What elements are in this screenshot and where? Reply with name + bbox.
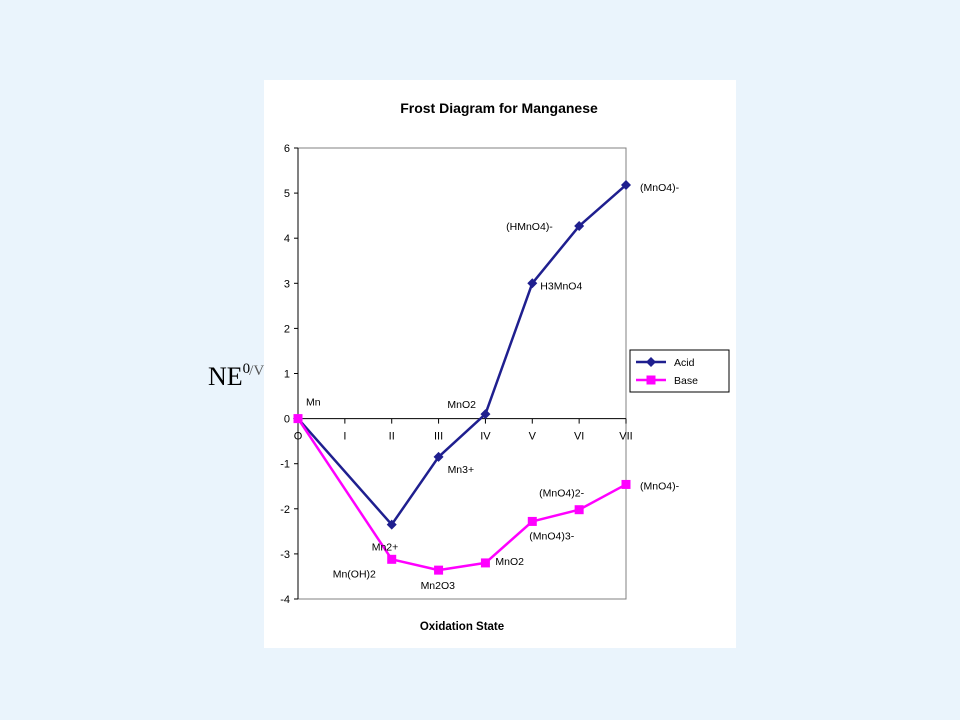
axes <box>294 147 627 600</box>
y-axis-title: NE0/V <box>208 361 265 392</box>
data-point-base <box>293 414 303 424</box>
data-point-base <box>621 479 631 489</box>
y-tick-label: 5 <box>284 188 290 200</box>
y-tick-label: 1 <box>284 369 290 381</box>
data-point-acid <box>386 519 397 530</box>
legend-box <box>629 349 730 393</box>
y-tick-label: 3 <box>284 278 290 290</box>
x-tick-label: II <box>389 431 395 443</box>
legend-marker-base <box>646 375 656 385</box>
data-label: (MnO4)3- <box>529 530 574 542</box>
data-point-acid <box>433 451 444 462</box>
x-tick-label: IV <box>480 431 491 443</box>
data-label: (MnO4)- <box>640 480 680 492</box>
y-tick-label: 4 <box>284 233 290 245</box>
data-point-base <box>387 554 397 564</box>
legend: Acid Base <box>629 349 730 393</box>
chart-panel: Frost Diagram for Manganese -4 -3 -2 -1 0 1 2 3… <box>264 80 736 648</box>
frost-diagram-chart: Frost Diagram for Manganese -4 -3 -2 -1 0 1 2 3… <box>280 100 730 633</box>
y-axis-title-sup: 0 <box>242 361 251 378</box>
data-label: (MnO4)- <box>640 182 680 194</box>
x-tick-label: V <box>529 431 537 443</box>
legend-label-base: Base <box>674 375 698 387</box>
y-axis-title-main: NE <box>208 362 243 391</box>
legend-label-acid: Acid <box>674 357 695 369</box>
data-point-base <box>434 565 444 575</box>
y-tick-label: 0 <box>284 414 290 426</box>
data-point-acid <box>574 221 585 232</box>
data-label: Mn2O3 <box>421 580 456 592</box>
series-markers <box>293 179 631 575</box>
data-point-acid <box>527 278 538 289</box>
y-tick-label: 2 <box>284 323 290 335</box>
data-point-acid <box>621 179 631 190</box>
plot-area-border <box>297 147 627 600</box>
data-point-base <box>574 505 584 515</box>
data-label: Mn3+ <box>448 464 475 476</box>
chart-title: Frost Diagram for Manganese <box>400 100 598 116</box>
data-label: H3MnO4 <box>540 280 582 292</box>
x-tick-label: I <box>343 431 346 443</box>
y-tick-label: -2 <box>280 504 290 516</box>
data-label: (MnO4)2- <box>539 488 584 500</box>
data-label: MnO2 <box>495 556 524 568</box>
data-label: Mn(OH)2 <box>333 568 376 580</box>
data-label: Mn <box>306 397 321 409</box>
y-axis-title-trail: /V <box>249 363 265 380</box>
data-label: Mn2+ <box>372 542 399 554</box>
data-label: (HMnO4)- <box>506 221 553 233</box>
y-tick-label: -4 <box>280 594 290 606</box>
y-tick-label: -3 <box>280 549 290 561</box>
data-label: MnO2 <box>447 399 476 411</box>
legend-marker-acid <box>646 357 656 367</box>
data-point-acid <box>480 409 491 420</box>
y-tick-label: 6 <box>284 143 290 155</box>
x-axis-title: Oxidation State <box>420 621 504 633</box>
data-point-base <box>527 516 537 526</box>
y-tick-label: -1 <box>280 459 290 471</box>
x-tick-label: O <box>294 431 303 443</box>
point-labels: Mn Mn2+ Mn3+ MnO2 H3MnO4 (HMnO4)- (MnO4)- Mn(OH… <box>306 182 680 592</box>
x-tick-label: III <box>434 431 443 443</box>
data-point-base <box>480 558 490 568</box>
x-tick-label: VI <box>574 431 584 443</box>
x-tick-label: VII <box>619 431 632 443</box>
